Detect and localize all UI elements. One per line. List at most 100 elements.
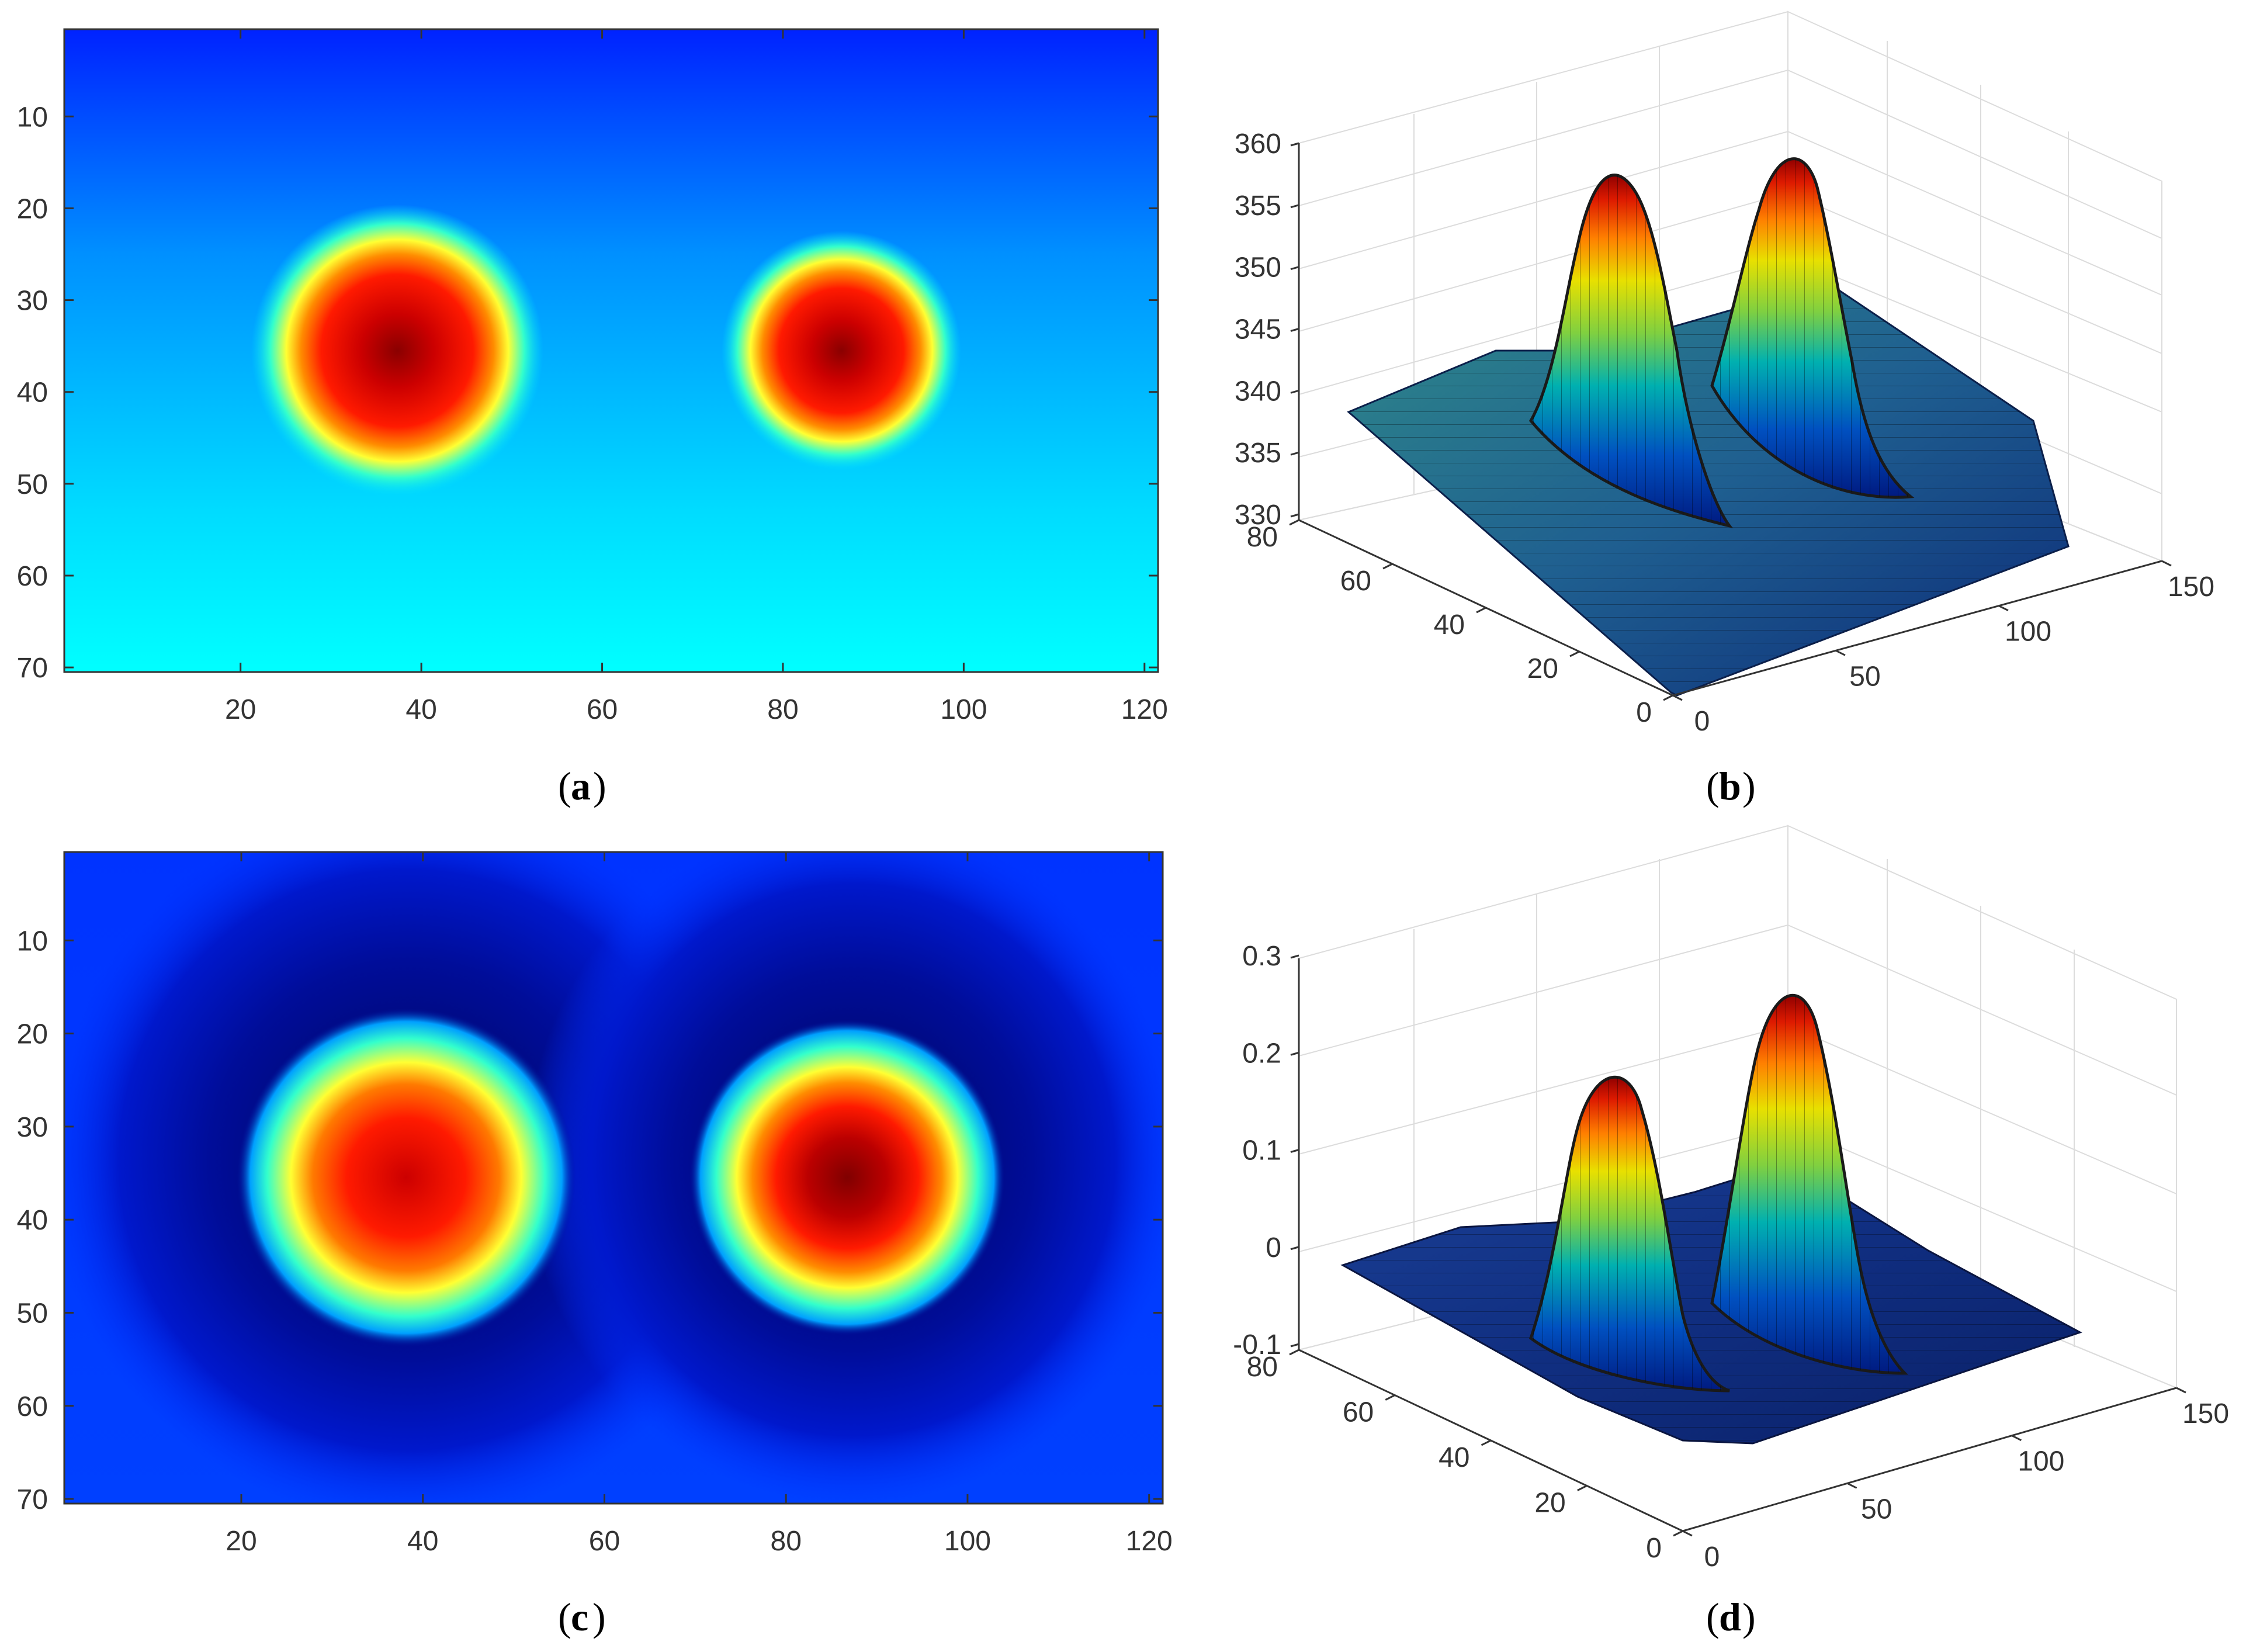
y-tick-mark (1481, 1439, 1492, 1446)
y-tick-label: 40 (1439, 1442, 1469, 1473)
y-tick-label: 60 (1343, 1397, 1374, 1428)
y-ticks-b: 0 20 40 60 80 (1247, 519, 1673, 728)
heatmap-panel-a: 20 40 60 80 100 120 10 20 30 40 50 60 70 (17, 28, 1168, 725)
caption-a-letter: a (571, 764, 591, 808)
y-tick-label: 30 (17, 1112, 48, 1143)
y-tick-label: 10 (17, 926, 48, 957)
x-tick-mark (2161, 560, 2172, 567)
hotspot-c-left (237, 1008, 576, 1347)
x-tick-label: 80 (771, 1526, 802, 1557)
y-tick-label: 40 (17, 1205, 48, 1236)
z-tick-mark (1290, 1343, 1299, 1348)
y-tick-label: 30 (17, 286, 48, 317)
x-tick-label: 0 (1704, 1542, 1720, 1573)
axes-box-a (63, 28, 1159, 673)
y-tick-label: 20 (17, 1019, 48, 1050)
x-tick-label: 80 (767, 694, 798, 725)
svg-text:): ) (592, 1595, 606, 1639)
x-tick-mark (1682, 1530, 1693, 1537)
y-tick-label: 60 (1340, 566, 1371, 597)
z-tick-label: 360 (1235, 129, 1281, 160)
x-tick-label: 100 (2005, 617, 2051, 647)
y-tick-label: 40 (17, 377, 48, 408)
z-tick-mark (1290, 513, 1299, 518)
y-ticks-d: 0 20 40 60 80 (1247, 1349, 1683, 1564)
hotspot-a-left (251, 205, 543, 497)
y-tick-label: 40 (1434, 609, 1465, 640)
y-tick-label: 0 (1646, 1533, 1662, 1564)
z-tick-label: -0.1 (1233, 1329, 1281, 1360)
y-ticks-a: 10 20 30 40 50 60 70 (17, 102, 1158, 684)
y-tick-label: 50 (17, 469, 48, 500)
svg-text:(: ( (558, 1595, 571, 1639)
z-tick-label: 335 (1235, 438, 1281, 469)
caption-d-letter: d (1719, 1595, 1741, 1639)
y-ticks-c: 10 20 30 40 50 60 70 (17, 926, 1163, 1515)
y-tick-mark (1577, 1485, 1588, 1491)
x-tick-label: 60 (589, 1526, 620, 1557)
y-tick-label: 70 (17, 653, 48, 684)
caption-a: ( a ) (558, 764, 606, 808)
y-tick-label: 50 (17, 1298, 48, 1329)
x-tick-mark (2176, 1387, 2186, 1394)
y-tick-label: 0 (1636, 697, 1652, 728)
x-ticks-c: 20 40 60 80 100 120 (226, 852, 1173, 1557)
svg-text:): ) (593, 764, 606, 808)
x-tick-label: 20 (225, 694, 256, 725)
caption-d: ( d ) (1706, 1595, 1756, 1639)
x-ticks-a: 20 40 60 80 100 120 (225, 29, 1168, 725)
caption-b: ( b ) (1706, 764, 1756, 808)
hotspot-c-right (689, 1020, 1005, 1335)
x-tick-label: 0 (1694, 706, 1710, 737)
y-tick-label: 70 (17, 1484, 48, 1515)
z-tick-label: 340 (1235, 376, 1281, 407)
y-tick-label: 20 (17, 193, 48, 224)
z-tick-label: 0.1 (1242, 1135, 1281, 1166)
y-tick-mark (1289, 1349, 1299, 1356)
x-tick-label: 120 (1121, 694, 1168, 725)
heatmap-c-image (64, 852, 1163, 1504)
y-tick-label: 60 (17, 1391, 48, 1422)
y-tick-label: 60 (17, 561, 48, 592)
x-tick-label: 150 (2168, 572, 2214, 602)
y-tick-mark (1476, 607, 1486, 614)
surface-panel-b: 330 335 340 345 350 355 360 0 20 40 60 80 0 50 100 15… (1235, 11, 2214, 737)
svg-text:): ) (1742, 764, 1756, 808)
surface-panel-d: -0.1 0 0.1 0.2 0.3 0 20 40 60 80 0 50 100 150 (1233, 825, 2229, 1573)
z-ticks-b: 330 335 340 345 350 355 360 (1235, 129, 1299, 531)
z-tick-mark (1290, 1051, 1299, 1056)
z-tick-label: 355 (1235, 191, 1281, 221)
x-tick-label: 40 (407, 1526, 438, 1557)
z-tick-label: 345 (1235, 314, 1281, 345)
x-tick-label: 100 (944, 1526, 991, 1557)
z-tick-label: 350 (1235, 252, 1281, 283)
y-tick-mark (1385, 1394, 1395, 1401)
x-tick-mark (1998, 605, 2009, 612)
y-tick-label: 20 (1527, 653, 1558, 684)
x-tick-label: 100 (940, 694, 987, 725)
caption-c-letter: c (571, 1595, 588, 1639)
y-tick-mark (1382, 563, 1393, 570)
x-tick-mark (1672, 694, 1683, 701)
z-ticks-d: -0.1 0 0.1 0.2 0.3 (1233, 941, 1299, 1360)
caption-c: ( c ) (558, 1595, 606, 1639)
y-tick-mark (1663, 694, 1673, 701)
y-tick-mark (1289, 519, 1299, 526)
y-tick-label: 80 (1247, 1352, 1278, 1383)
x-tick-mark (2011, 1435, 2022, 1442)
y-tick-label: 80 (1247, 522, 1278, 553)
z-tick-label: 0.3 (1242, 941, 1281, 972)
z-tick-mark (1290, 1149, 1299, 1153)
z-tick-mark (1290, 266, 1299, 271)
x-tick-label: 60 (587, 694, 618, 725)
x-tick-label: 150 (2182, 1398, 2229, 1429)
x-tick-label: 40 (405, 694, 436, 725)
x-ticks-d: 0 50 100 150 (1682, 1387, 2229, 1573)
y-tick-label: 20 (1534, 1488, 1565, 1519)
caption-b-letter: b (1719, 764, 1741, 808)
x-tick-label: 100 (2018, 1446, 2064, 1477)
y-tick-mark (1569, 650, 1580, 657)
x-ticks-b: 0 50 100 150 (1672, 560, 2214, 737)
z-tick-label: 0.2 (1242, 1038, 1281, 1069)
